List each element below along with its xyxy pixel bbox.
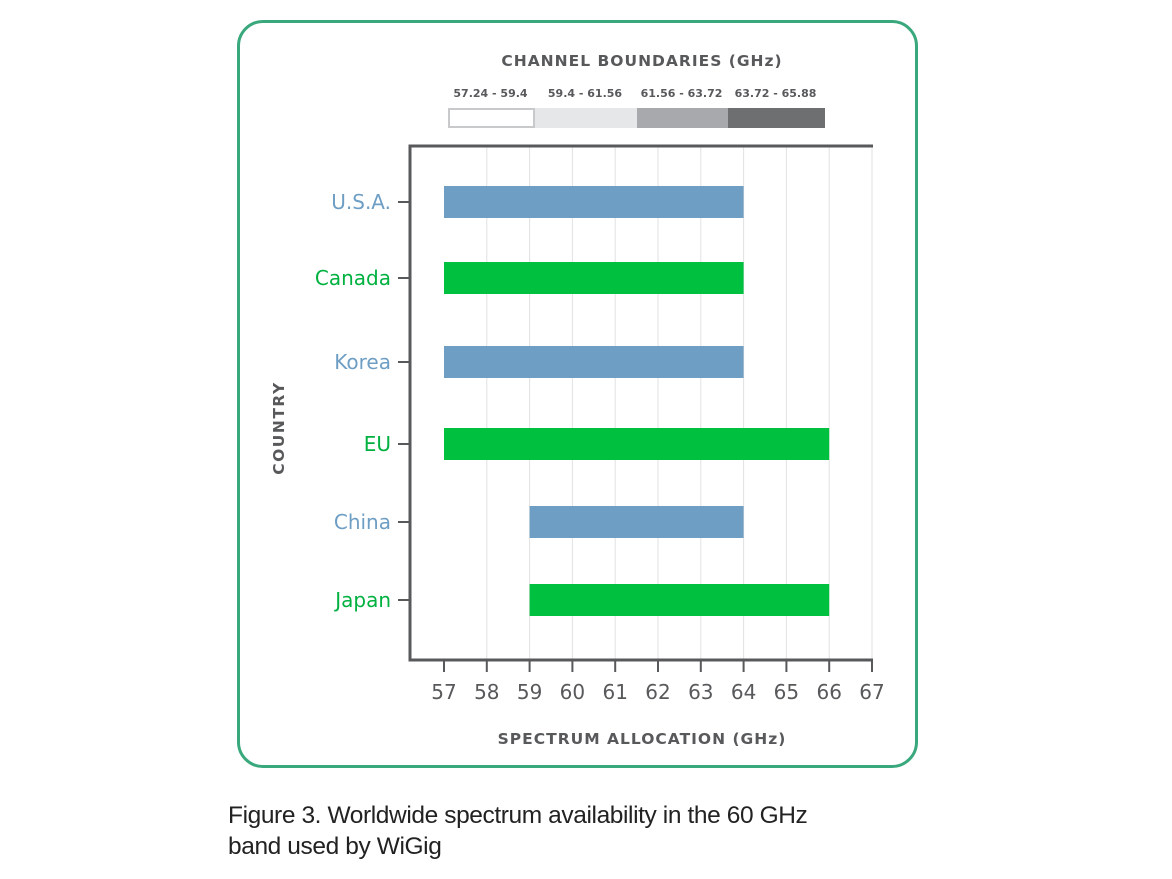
- x-tick-label: 60: [560, 680, 585, 704]
- bar-u-s-a: [444, 186, 744, 218]
- legend-swatch-3: [637, 108, 728, 128]
- bar-canada: [444, 262, 744, 294]
- legend-label-1: 57.24 - 59.4: [453, 87, 528, 100]
- legend-swatch-2: [535, 108, 637, 128]
- category-label-korea: Korea: [334, 350, 391, 374]
- category-label-u-s-a: U.S.A.: [331, 190, 391, 214]
- legend-label-3: 61.56 - 63.72: [641, 87, 723, 100]
- legend-title: CHANNEL BOUNDARIES (GHz): [501, 52, 782, 70]
- x-axis-label: SPECTRUM ALLOCATION (GHz): [498, 730, 787, 748]
- x-tick-label: 67: [859, 680, 884, 704]
- bar-china: [529, 506, 744, 538]
- grid-lines: [486, 146, 873, 660]
- legend-swatch-1: [448, 108, 535, 128]
- x-tick-label: 59: [517, 680, 542, 704]
- bar-japan: [529, 584, 830, 616]
- x-tick-label: 65: [774, 680, 799, 704]
- caption-line-2: band used by WiGig: [228, 833, 442, 860]
- x-tick-label: 57: [431, 680, 456, 704]
- bar-korea: [444, 346, 744, 378]
- x-tick-label: 58: [474, 680, 499, 704]
- channel-legend: 57.24 - 59.4 59.4 - 61.56 61.56 - 63.72 63.…: [448, 87, 825, 128]
- x-tick-label: 63: [688, 680, 713, 704]
- x-tick-label: 66: [816, 680, 841, 704]
- axes: [398, 144, 873, 672]
- legend-label-2: 59.4 - 61.56: [548, 87, 623, 100]
- category-label-japan: Japan: [333, 588, 391, 612]
- category-label-china: China: [334, 510, 391, 534]
- bar-eu: [444, 428, 830, 460]
- legend-label-4: 63.72 - 65.88: [735, 87, 817, 100]
- legend-swatch-4: [728, 108, 825, 128]
- bars: [444, 186, 830, 616]
- x-tick-label: 62: [645, 680, 670, 704]
- x-tick-labels: 57 58 59 60 61 62 63 64 65 66 67: [431, 680, 884, 704]
- y-axis-label: COUNTRY: [270, 381, 288, 475]
- x-tick-label: 64: [731, 680, 756, 704]
- category-label-canada: Canada: [315, 266, 391, 290]
- category-labels: U.S.A. Canada Korea EU China Japan: [315, 190, 391, 612]
- caption-line-1: Figure 3. Worldwide spectrum availabilit…: [228, 802, 808, 829]
- figure-caption: Figure 3. Worldwide spectrum availabilit…: [228, 800, 988, 862]
- category-label-eu: EU: [364, 432, 391, 456]
- x-tick-label: 61: [602, 680, 627, 704]
